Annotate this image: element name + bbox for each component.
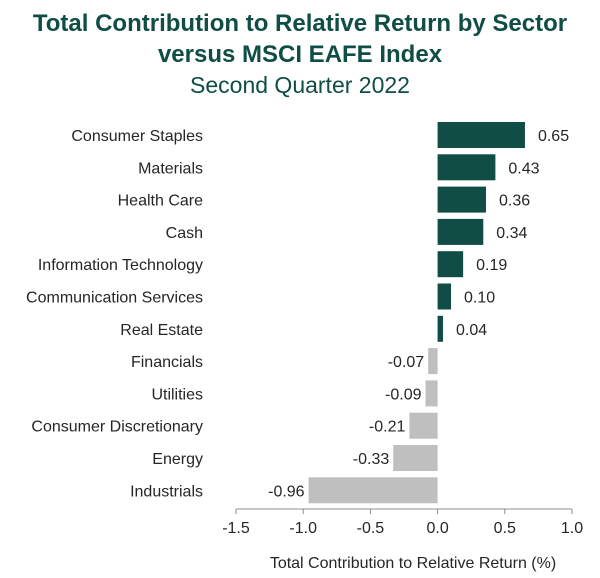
bar-0 (437, 122, 525, 148)
x-tick-label-1: -1.0 (289, 520, 317, 537)
category-label-5: Communication Services (26, 290, 203, 307)
value-label-5: 0.10 (464, 290, 495, 307)
bar-10 (393, 445, 438, 471)
value-label-11: -0.96 (268, 483, 305, 500)
bar-9 (409, 412, 438, 439)
value-label-3: 0.34 (496, 225, 527, 242)
category-label-7: Financials (131, 354, 203, 371)
value-label-10: -0.33 (353, 451, 390, 468)
chart-subtitle: Second Quarter 2022 (190, 72, 410, 98)
value-label-2: 0.36 (499, 193, 530, 210)
value-label-6: 0.04 (456, 322, 487, 339)
category-label-9: Consumer Discretionary (31, 419, 203, 436)
bar-11 (308, 477, 438, 504)
bar-3 (437, 218, 484, 245)
x-tick-label-2: -0.5 (357, 520, 385, 537)
x-tick-label-0: -1.5 (222, 520, 250, 537)
chart-title-line-2: versus MSCI EAFE Index (157, 41, 443, 68)
category-label-8: Utilities (151, 386, 203, 403)
x-tick-label-3: 0.0 (426, 520, 448, 537)
category-label-1: Materials (138, 160, 203, 177)
bar-5 (437, 283, 452, 310)
bar-1 (437, 154, 496, 181)
category-label-10: Energy (152, 451, 203, 468)
bar-4 (437, 251, 464, 278)
chart-title-line-1: Total Contribution to Relative Return by… (32, 10, 568, 37)
bar-7 (428, 348, 438, 375)
x-axis-title: Total Contribution to Relative Return (%… (270, 555, 556, 572)
bar-6 (437, 315, 443, 342)
chart-header: Total Contribution to Relative Return by… (0, 8, 600, 100)
value-label-9: -0.21 (369, 419, 406, 436)
value-label-7: -0.07 (388, 354, 425, 371)
category-label-4: Information Technology (38, 257, 203, 274)
value-label-4: 0.19 (476, 257, 507, 274)
category-label-11: Industrials (130, 483, 203, 500)
value-label-0: 0.65 (538, 128, 569, 145)
x-tick-label-5: 1.0 (561, 520, 583, 537)
x-tick-label-4: 0.5 (494, 520, 516, 537)
value-label-8: -0.09 (385, 386, 422, 403)
bar-8 (425, 380, 438, 407)
category-label-0: Consumer Staples (71, 128, 203, 145)
category-label-6: Real Estate (120, 322, 203, 339)
value-label-1: 0.43 (508, 160, 539, 177)
bar-2 (437, 186, 486, 213)
category-label-2: Health Care (118, 193, 203, 210)
category-label-3: Cash (166, 225, 203, 242)
